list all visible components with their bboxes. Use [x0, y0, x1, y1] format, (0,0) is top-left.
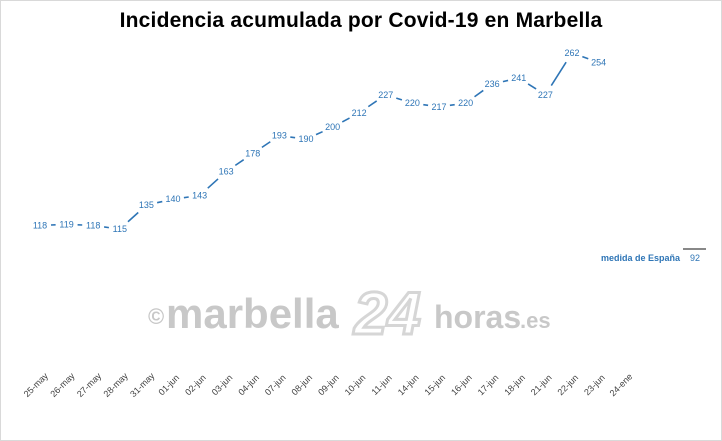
- x-tick-label: 25-may: [22, 370, 51, 399]
- series-segment: [582, 55, 589, 60]
- x-tick-label: 23-jun: [582, 372, 607, 397]
- series-segment: [527, 83, 537, 90]
- x-tick-label: 03-jun: [210, 372, 235, 397]
- data-labels-layer: 118 119 118 115 135 140 143 163 178 193 190 200 212 2…: [33, 48, 606, 234]
- data-label: 236: [485, 79, 500, 89]
- x-tick-label: 26-may: [48, 370, 77, 399]
- watermark-24: 24: [353, 280, 421, 347]
- series-segment: [207, 178, 219, 189]
- data-label: 163: [219, 167, 234, 177]
- x-tick-label: 11-jun: [370, 373, 394, 397]
- data-label: 262: [564, 48, 579, 58]
- x-tick-label: 22-jun: [555, 372, 580, 397]
- series-segment: [502, 79, 509, 83]
- x-tick-label: 01-jun: [156, 372, 181, 397]
- x-tick-label: 14-jun: [396, 372, 421, 397]
- x-tick-label: 18-jun: [502, 372, 527, 397]
- series-segment: [156, 200, 163, 204]
- series-segment: [127, 211, 139, 223]
- x-tick-label: 24-ene: [608, 371, 635, 398]
- data-label: 200: [325, 122, 340, 132]
- x-tick-label: 08-jun: [289, 372, 314, 397]
- x-tick-label: 02-jun: [183, 372, 208, 397]
- data-label: 143: [192, 191, 207, 201]
- series-segment: [341, 117, 350, 123]
- watermark-marbella: marbella: [166, 290, 339, 337]
- x-tick-label: 15-jun: [422, 372, 447, 397]
- data-label: 135: [139, 200, 154, 210]
- x-tick-label: 17-jun: [476, 372, 501, 397]
- reference-label: medida de España: [601, 253, 681, 263]
- data-label: 118: [86, 221, 100, 231]
- data-label: 220: [405, 98, 420, 108]
- watermark-copyright: ©: [148, 304, 164, 329]
- data-label: 190: [298, 134, 313, 144]
- data-label: 193: [272, 131, 287, 141]
- data-label: 217: [431, 102, 446, 112]
- data-label: 178: [245, 149, 260, 159]
- watermark-horas: horas: [434, 299, 521, 335]
- data-label: 212: [352, 108, 367, 118]
- chart-title: Incidencia acumulada por Covid-19 en Mar…: [119, 9, 603, 32]
- reference-layer: medida de España 92: [601, 248, 706, 263]
- data-label: 241: [511, 73, 526, 83]
- x-tick-label: 07-jun: [263, 372, 288, 397]
- data-label: 140: [165, 194, 180, 204]
- x-tick-label: 28-may: [102, 370, 131, 399]
- data-label: 118: [33, 221, 47, 231]
- x-tick-label: 16-jun: [449, 372, 474, 397]
- series-segment: [474, 89, 484, 98]
- x-tick-label: 21-jun: [529, 372, 554, 397]
- x-tick-label: 09-jun: [316, 372, 341, 397]
- x-tick-label: 10-jun: [343, 372, 368, 397]
- x-tick-label: 04-jun: [236, 372, 261, 397]
- data-label: 220: [458, 98, 473, 108]
- series-segment: [103, 226, 110, 229]
- series-segment: [367, 100, 378, 108]
- watermark-es: .es: [520, 308, 551, 333]
- series-segment: [396, 97, 403, 101]
- series-segment: [449, 103, 455, 107]
- reference-value: 92: [690, 253, 700, 263]
- series-segment: [183, 196, 189, 199]
- series-segment: [550, 61, 567, 86]
- x-tick-label: 27-may: [75, 370, 104, 399]
- x-tick-label: 31-may: [128, 370, 157, 399]
- series-segment: [234, 159, 245, 167]
- data-label: 227: [538, 90, 553, 100]
- series-layer: [50, 55, 589, 229]
- series-segment: [290, 136, 296, 139]
- series-segment: [315, 130, 323, 136]
- series-segment: [423, 103, 429, 107]
- data-label: 119: [59, 219, 73, 229]
- watermark-logo: © marbella 24 horas .es: [148, 279, 551, 349]
- data-label: 227: [378, 90, 393, 100]
- data-label: 115: [113, 224, 127, 234]
- series-segment: [261, 141, 271, 149]
- data-label: 254: [591, 57, 606, 67]
